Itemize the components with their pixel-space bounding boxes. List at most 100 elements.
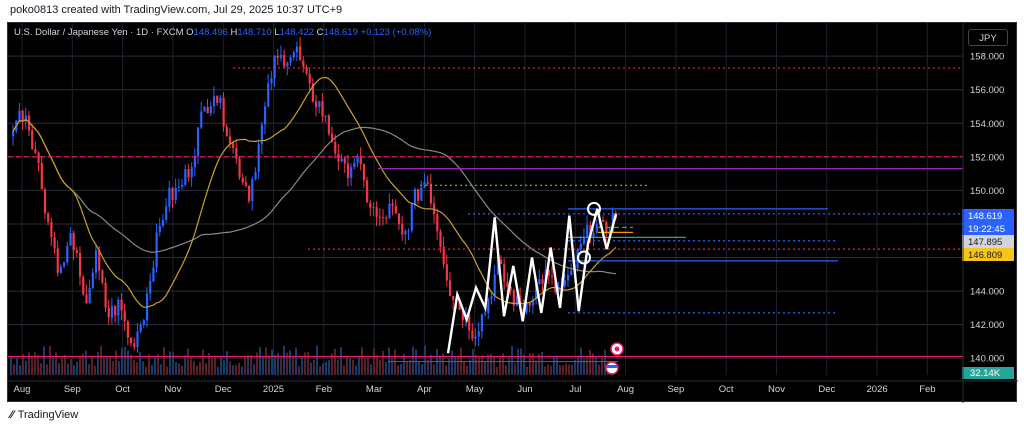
volume-bar [463, 361, 465, 375]
candle-body [401, 224, 404, 235]
time-axis-tick-label: Feb [316, 384, 332, 395]
price-chart[interactable]: 158.000156.000154.000152.000150.000148.0… [8, 23, 1018, 403]
volume-bar [343, 365, 345, 375]
volume-bar [418, 360, 420, 375]
candle-body [94, 250, 98, 273]
marker-circle [587, 201, 601, 216]
candle-body [279, 54, 283, 58]
volume-bar [448, 358, 450, 375]
candle-body [66, 245, 69, 263]
candle-body [196, 127, 200, 156]
low-value: 148.422 [279, 27, 315, 38]
candle-body [350, 167, 353, 179]
candle-body [461, 309, 464, 321]
volume-bar [250, 355, 252, 375]
candle-body [480, 314, 484, 332]
candle-body [378, 216, 381, 218]
volume-bar [103, 357, 105, 375]
volume-bar [256, 352, 258, 375]
candle-body [152, 267, 155, 282]
tradingview-footer: ⁄⁄ TradingView [10, 409, 78, 421]
time-axis-tick-label: Nov [768, 384, 785, 395]
time-axis-tick-label: Sep [667, 384, 684, 395]
price-axis-tick-label: 156.000 [970, 85, 1004, 96]
volume-bar [175, 361, 177, 375]
candle-body [27, 115, 31, 131]
candle-body [484, 312, 487, 315]
candle-body [257, 144, 260, 172]
candle-body [177, 186, 181, 188]
volume-bar [295, 347, 297, 375]
grid-lines [8, 23, 963, 375]
candle-body [391, 203, 394, 206]
volume-bar [40, 363, 42, 375]
candle-body [407, 230, 410, 232]
candle-body [477, 331, 480, 337]
volume-bar [145, 366, 147, 375]
volume-bar [346, 356, 348, 375]
candle-body [88, 287, 91, 303]
candle-body [452, 295, 455, 301]
candle-body [43, 189, 47, 214]
volume-bar [151, 365, 153, 375]
time-axis-tick-label: Dec [818, 384, 835, 395]
volume-tag-label: 32.14K [970, 368, 1001, 379]
candle-body [171, 187, 174, 200]
price-tag [962, 222, 1014, 235]
candle-body [356, 156, 359, 163]
volume-bar [574, 360, 576, 375]
volume-bar [178, 363, 180, 375]
volume-bar [235, 365, 237, 375]
volume-bar [238, 362, 240, 375]
volume-bar [298, 365, 300, 375]
candle-body [34, 149, 37, 153]
candle-body [586, 225, 589, 238]
currency-button[interactable]: JPY [968, 29, 1008, 46]
volume-bar [133, 359, 135, 375]
chart-frame[interactable]: 158.000156.000154.000152.000150.000148.0… [7, 22, 1018, 403]
volume-bar [211, 358, 213, 375]
price-tag [962, 235, 1014, 248]
volume-bar [364, 358, 366, 375]
candle-body [91, 272, 94, 288]
volume-bar [58, 363, 60, 375]
volume-bar [109, 357, 111, 375]
time-axis-tick-label: May [466, 384, 484, 395]
close-label: C [316, 27, 324, 38]
candle-body [429, 183, 433, 204]
volume-bar [604, 349, 606, 375]
candle-body [417, 188, 420, 201]
volume-bar [202, 349, 204, 375]
volume-bar [325, 361, 327, 375]
volume-bar [583, 359, 585, 375]
volume-bar [544, 366, 546, 375]
volume-bar [424, 345, 426, 375]
candle-body [98, 250, 101, 271]
volume-bar [217, 366, 219, 375]
ma-fast-line [12, 76, 617, 308]
price-tag [962, 209, 1014, 222]
candle-body [423, 182, 426, 188]
candle-body [528, 302, 531, 306]
candle-body [369, 202, 372, 208]
candle-body [241, 177, 244, 183]
candle-body [40, 162, 43, 190]
volume-bar [307, 352, 309, 375]
candle-body [104, 282, 107, 308]
price-levels [8, 67, 963, 363]
volume-bar [289, 350, 291, 375]
volume-bar [406, 360, 408, 375]
volume-bar [283, 345, 285, 375]
volume-bar [61, 357, 63, 375]
time-axis-tick-label: Mar [366, 384, 382, 395]
candle-body [420, 187, 423, 201]
volume-bar [223, 359, 225, 375]
volume-bar [577, 356, 579, 375]
volume-bar [91, 357, 93, 375]
volume-bar [313, 360, 315, 375]
candle-body [59, 266, 63, 273]
candle-body [388, 203, 391, 219]
volume-bar [454, 357, 456, 375]
candle-body [334, 141, 337, 154]
volume-bar [562, 365, 564, 375]
